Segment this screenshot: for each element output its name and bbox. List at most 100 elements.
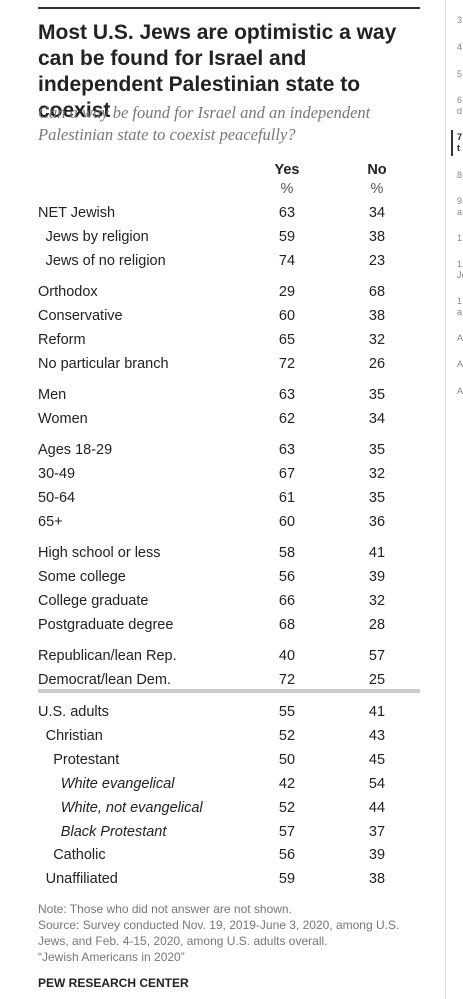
sidebar-item: a: [457, 207, 463, 217]
row-label: Men: [38, 387, 67, 403]
row-label: Republican/lean Rep.: [38, 648, 177, 664]
row-label: 65+: [38, 514, 63, 530]
row-label: 50-64: [38, 490, 76, 506]
sidebar-item: t: [457, 143, 460, 153]
sidebar-rule: [445, 0, 446, 999]
cell-value: 63: [278, 205, 296, 221]
sidebar-item: A: [457, 386, 463, 396]
row-label: White, not evangelical: [60, 799, 203, 816]
cell-value: 34: [368, 411, 386, 427]
note: Note: Those who did not answer are not s…: [38, 902, 292, 916]
column-unit: %: [370, 181, 384, 197]
cell-value: 38: [368, 229, 386, 245]
cell-value: 52: [278, 727, 296, 744]
credit: PEW RESEARCH CENTER: [38, 976, 189, 990]
row-label: Protestant: [53, 751, 120, 768]
cell-value: 61: [278, 490, 296, 506]
cell-value: 56: [278, 569, 296, 585]
cell-value: 72: [278, 672, 296, 688]
row-label: Christian: [45, 727, 103, 744]
cell-value: 36: [368, 514, 386, 530]
row-label: 30-49: [38, 466, 76, 482]
cell-value: 68: [278, 617, 296, 633]
cell-value: 54: [368, 775, 386, 792]
row-label: Democrat/lean Dem.: [38, 672, 171, 688]
cell-value: 38: [368, 308, 386, 324]
column-header: No: [367, 162, 387, 178]
cell-value: 35: [368, 442, 386, 458]
row-label: Some college: [38, 569, 126, 585]
sidebar-item: A: [457, 359, 463, 369]
sidebar-active: [451, 130, 453, 156]
source: Source: Survey conducted Nov. 19, 2019-J…: [38, 918, 400, 948]
cell-value: 26: [368, 356, 386, 372]
cell-value: 40: [278, 648, 296, 664]
subtitle: Can a way be found for Israel and an ind…: [38, 103, 371, 144]
cell-value: 67: [278, 466, 296, 482]
cell-value: 34: [368, 205, 386, 221]
cell-value: 59: [278, 229, 296, 245]
sidebar-item: 6: [457, 95, 463, 105]
cell-value: 62: [278, 411, 296, 427]
cell-value: 57: [368, 648, 386, 664]
sidebar-item: 1: [457, 233, 463, 243]
row-label: White evangelical: [60, 775, 175, 792]
sidebar-item: 5: [457, 69, 463, 79]
cell-value: 56: [278, 847, 296, 864]
row-label: Conservative: [38, 308, 123, 324]
sidebar-item: 1: [457, 296, 463, 306]
cell-value: 74: [278, 253, 296, 269]
row-label: College graduate: [38, 593, 149, 609]
cell-value: 41: [368, 545, 386, 561]
cell-value: 23: [368, 253, 386, 269]
cell-value: 72: [278, 356, 296, 372]
cell-value: 41: [368, 704, 386, 720]
cell-value: 66: [278, 593, 296, 609]
cell-value: 63: [278, 442, 296, 458]
cell-value: 58: [278, 545, 296, 561]
cell-value: 50: [278, 751, 296, 768]
title: Most U.S. Jews are optimistic a way can …: [38, 21, 397, 122]
sidebar-item: 8: [457, 170, 463, 180]
cell-value: 60: [278, 308, 296, 324]
row-label: Jews by religion: [45, 229, 149, 245]
cell-value: 42: [278, 775, 296, 792]
cell-value: 44: [368, 799, 386, 816]
cell-value: 35: [368, 387, 386, 403]
cell-value: 59: [278, 871, 296, 888]
cell-value: 55: [278, 704, 296, 720]
row-label: Jews of no religion: [45, 253, 166, 269]
row-label: High school or less: [38, 545, 161, 561]
divider: [38, 689, 420, 693]
cell-value: 60: [278, 514, 296, 530]
cell-value: 45: [368, 751, 386, 768]
sidebar-item: 1: [457, 259, 463, 269]
row-label: U.S. adults: [38, 704, 109, 720]
row-label: NET Jewish: [38, 205, 116, 221]
cell-value: 25: [368, 672, 386, 688]
report: “Jewish Americans in 2020”: [38, 950, 185, 964]
sidebar-item: A: [457, 333, 463, 343]
row-label: No particular branch: [38, 356, 169, 372]
sidebar-item: a: [457, 307, 463, 317]
cell-value: 68: [368, 284, 386, 300]
column-unit: %: [280, 181, 294, 197]
sidebar-item: Je: [457, 270, 463, 280]
cell-value: 57: [278, 823, 296, 840]
cell-value: 32: [368, 593, 386, 609]
row-label: Black Protestant: [60, 823, 167, 840]
sidebar-item: 7: [457, 132, 463, 142]
sidebar-item: 9: [457, 196, 463, 206]
top-rule: [38, 7, 420, 9]
cell-value: 35: [368, 490, 386, 506]
cell-value: 32: [368, 466, 386, 482]
cell-value: 29: [278, 284, 296, 300]
sidebar-item: 4: [457, 42, 463, 52]
cell-value: 52: [278, 799, 296, 816]
cell-value: 39: [368, 569, 386, 585]
row-label: Orthodox: [38, 284, 98, 300]
row-label: Unaffiliated: [45, 871, 118, 888]
row-label: Women: [38, 411, 88, 427]
row-label: Catholic: [53, 847, 106, 864]
